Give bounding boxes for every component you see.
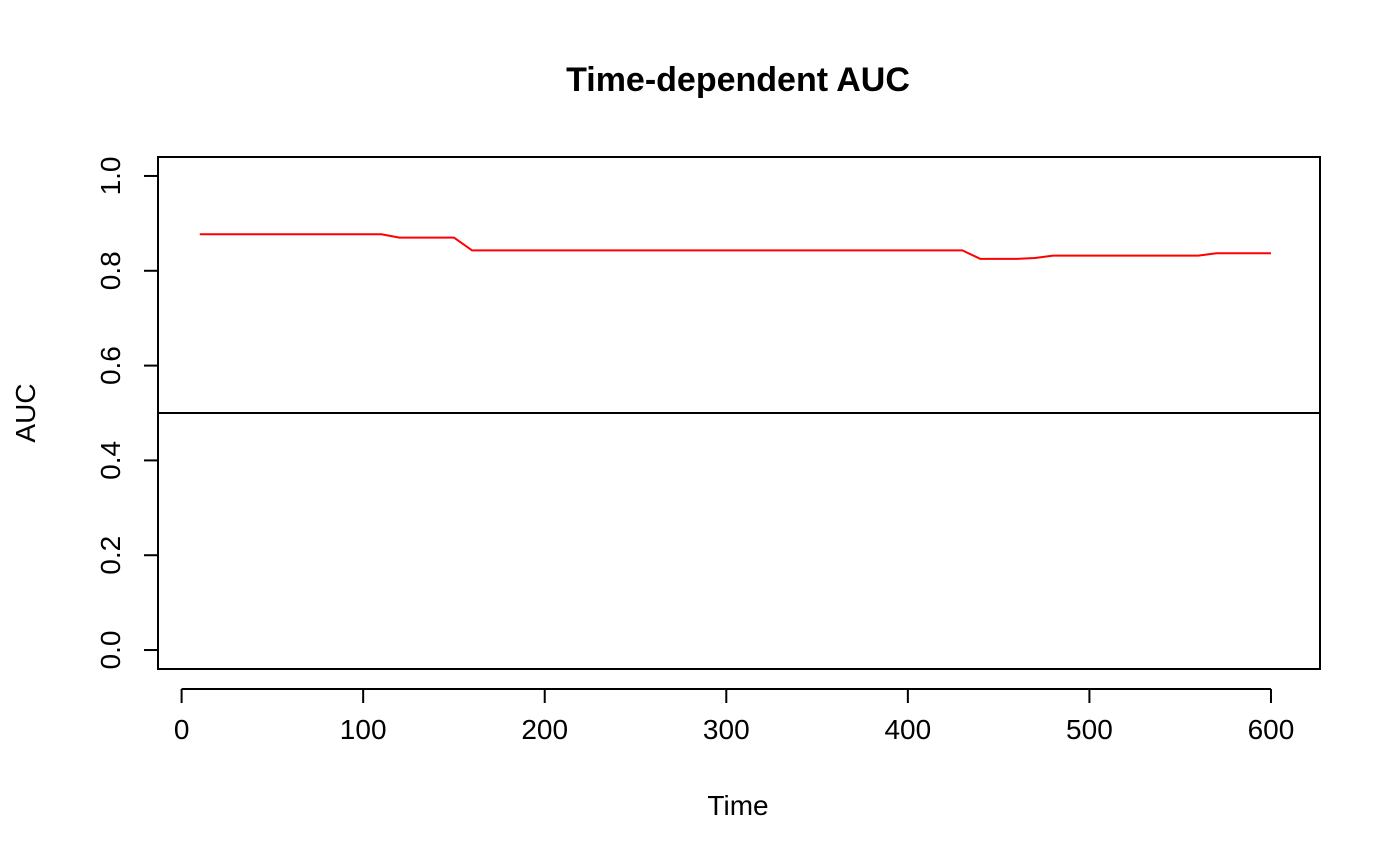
plot-area — [158, 233, 1320, 414]
x-axis-title: Time — [707, 790, 768, 821]
y-tick-label: 0.0 — [95, 631, 126, 670]
chart-title: Time-dependent AUC — [566, 61, 910, 99]
x-tick-label: 500 — [1066, 714, 1113, 745]
x-tick-label: 400 — [884, 714, 931, 745]
x-tick-label: 0 — [174, 714, 190, 745]
y-tick-label: 0.6 — [95, 346, 126, 385]
auc-series-line — [199, 233, 1271, 260]
x-tick-label: 200 — [521, 714, 568, 745]
y-tick-label: 0.8 — [95, 251, 126, 290]
x-axis: 0 100 200 300 400 500 600 — [174, 688, 1295, 745]
series-group — [199, 233, 1271, 260]
y-tick-label: 1.0 — [95, 156, 126, 195]
x-tick-label: 600 — [1248, 714, 1295, 745]
y-axis: 0.0 0.2 0.4 0.6 0.8 1.0 — [95, 156, 159, 670]
x-tick-label: 300 — [703, 714, 750, 745]
y-tick-label: 0.2 — [95, 536, 126, 575]
y-tick-label: 0.4 — [95, 441, 126, 480]
x-tick-label: 100 — [340, 714, 387, 745]
y-axis-title: AUC — [10, 383, 41, 442]
